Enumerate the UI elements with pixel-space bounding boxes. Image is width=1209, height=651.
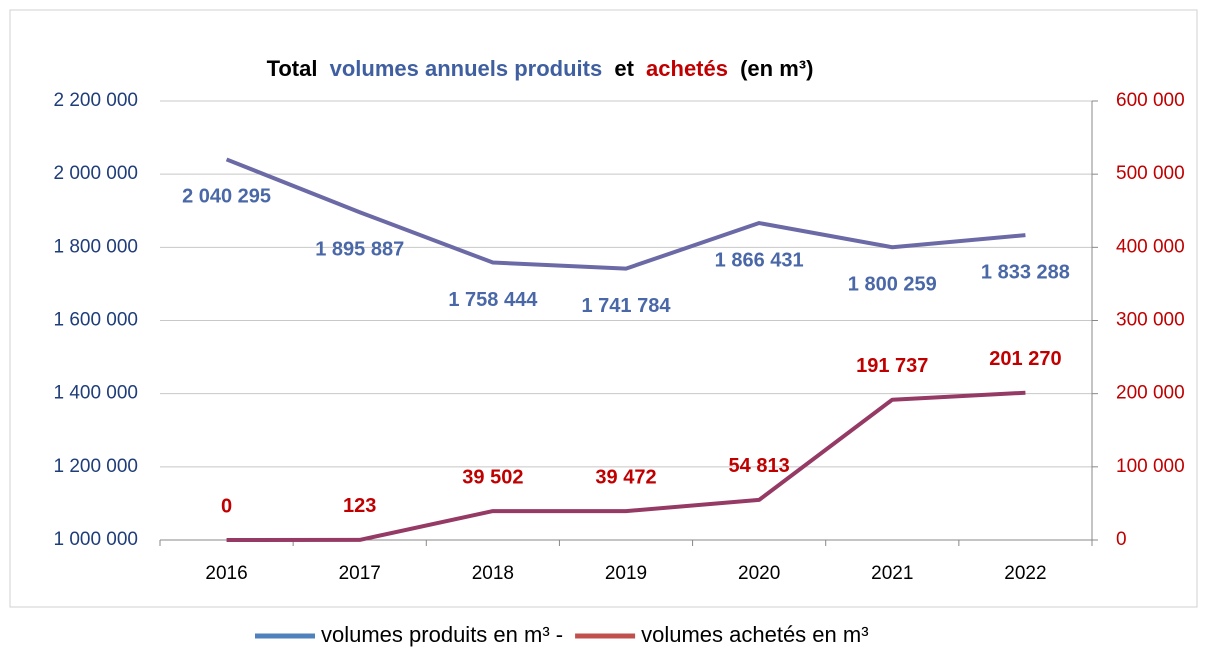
y-tick-label: 2 000 000 xyxy=(53,163,138,184)
series-line xyxy=(225,157,1026,271)
data-label: 39 502 xyxy=(462,466,523,488)
x-tick-label: 2018 xyxy=(472,563,514,584)
y2-tick-label: 0 xyxy=(1116,529,1127,550)
data-label: 1 895 887 xyxy=(315,239,404,261)
y2-tick-label: 300 000 xyxy=(1116,310,1185,331)
y-tick-label: 1 200 000 xyxy=(53,456,138,477)
chart-title: Total volumes annuels produits et acheté… xyxy=(267,56,814,81)
y2-tick-label: 400 000 xyxy=(1116,236,1185,257)
title-part: Total xyxy=(267,56,318,81)
x-tick-label: 2022 xyxy=(1004,563,1046,584)
data-label: 2 040 295 xyxy=(182,186,271,208)
data-label: 1 758 444 xyxy=(448,289,538,311)
chart-border xyxy=(9,9,1198,608)
legend-label: volumes produits en m³ - xyxy=(321,622,563,647)
y-tick-label: 1 800 000 xyxy=(53,236,138,257)
x-tick-label: 2021 xyxy=(871,563,913,584)
title-part: (en m³) xyxy=(740,56,813,81)
series-line xyxy=(226,390,1026,542)
data-label: 1 800 259 xyxy=(848,274,937,296)
data-label: 54 813 xyxy=(729,455,790,477)
data-label: 39 472 xyxy=(595,466,656,488)
y-tick-label: 1 600 000 xyxy=(53,310,138,331)
data-label: 191 737 xyxy=(856,355,928,377)
y2-tick-label: 100 000 xyxy=(1116,456,1185,477)
x-tick-label: 2017 xyxy=(339,563,381,584)
data-label: 201 270 xyxy=(989,348,1061,370)
y2-tick-label: 600 000 xyxy=(1116,90,1185,111)
title-part: volumes annuels produits xyxy=(330,56,603,81)
data-label: 1 833 288 xyxy=(981,261,1070,283)
x-tick-label: 2016 xyxy=(205,563,247,584)
x-tick-label: 2019 xyxy=(605,563,647,584)
y-tick-label: 1 000 000 xyxy=(53,529,138,550)
data-label: 1 741 784 xyxy=(582,295,672,317)
y-tick-label: 1 400 000 xyxy=(53,383,138,404)
y2-tick-label: 500 000 xyxy=(1116,163,1185,184)
data-label: 0 xyxy=(221,495,232,517)
title-part: et xyxy=(614,56,634,81)
data-label: 123 xyxy=(343,495,376,517)
x-tick-label: 2020 xyxy=(738,563,780,584)
title-part: achetés xyxy=(646,56,728,81)
legend-label: volumes achetés en m³ xyxy=(641,622,868,647)
y-tick-label: 2 200 000 xyxy=(53,90,138,111)
y2-tick-label: 200 000 xyxy=(1116,383,1185,404)
data-label: 1 866 431 xyxy=(715,249,804,271)
